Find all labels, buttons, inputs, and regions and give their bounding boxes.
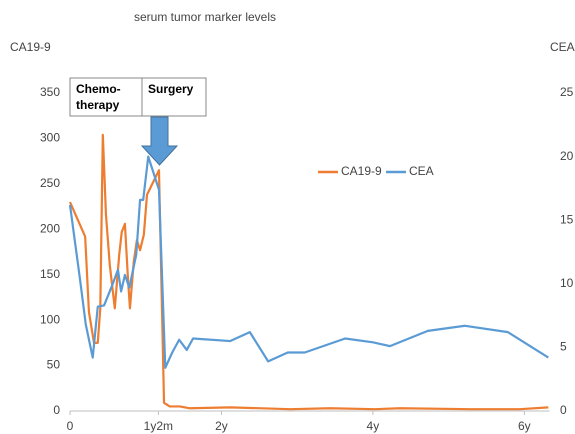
legend-label: CA19-9 bbox=[341, 164, 382, 178]
chemo-box bbox=[69, 77, 143, 117]
chart-title: serum tumor marker levels bbox=[134, 10, 276, 24]
y2-tick-label: 25 bbox=[560, 85, 574, 99]
legend-label: CEA bbox=[409, 164, 434, 178]
y-tick-label: 200 bbox=[40, 221, 60, 235]
x-tick-label: 6y bbox=[518, 419, 531, 433]
x-tick-label: 1y2m bbox=[144, 419, 173, 433]
y2-tick-label: 5 bbox=[560, 340, 567, 354]
y2-tick-label: 20 bbox=[560, 149, 574, 163]
arrow bbox=[140, 116, 179, 166]
line-series bbox=[68, 155, 549, 369]
y2-tick-label: 10 bbox=[560, 276, 574, 290]
y-tick-label: 0 bbox=[53, 403, 60, 417]
x-tick-label: 4y bbox=[367, 419, 380, 433]
y-axis-label: CA19-9 bbox=[10, 40, 51, 54]
x-tick-label: 0 bbox=[67, 419, 74, 433]
y-tick-label: 150 bbox=[40, 267, 60, 281]
y2-tick-label: 15 bbox=[560, 212, 574, 226]
annotation: therapy bbox=[76, 98, 120, 112]
y-tick-label: 350 bbox=[40, 85, 60, 99]
y2-tick-label: 0 bbox=[560, 403, 567, 417]
y-tick-label: 250 bbox=[40, 176, 60, 190]
y2-axis-label: CEA bbox=[550, 40, 575, 54]
surgery-box bbox=[141, 77, 207, 117]
annotation: Chemo- bbox=[76, 82, 121, 96]
y-tick-label: 300 bbox=[40, 131, 60, 145]
x-tick-label: 2y bbox=[215, 419, 228, 433]
y-tick-label: 100 bbox=[40, 312, 60, 326]
y-tick-label: 50 bbox=[47, 358, 61, 372]
annotation: Surgery bbox=[148, 82, 194, 96]
line-series bbox=[68, 133, 549, 411]
